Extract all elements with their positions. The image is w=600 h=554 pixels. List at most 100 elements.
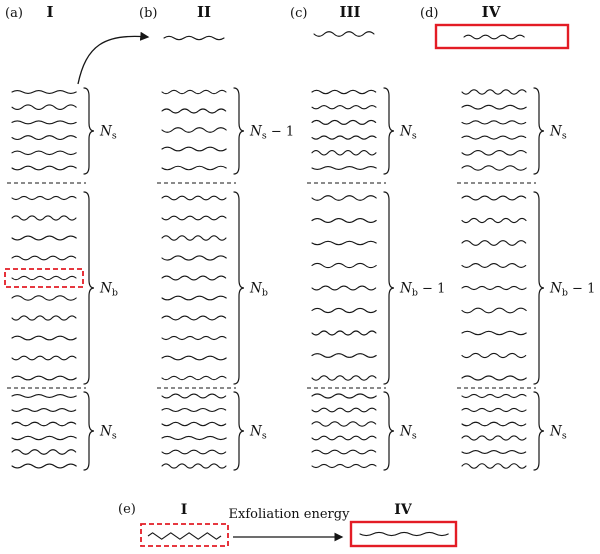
layer-line bbox=[311, 262, 377, 269]
brace-d-0 bbox=[533, 87, 545, 175]
brace-c-0 bbox=[383, 87, 395, 175]
brace-c-1 bbox=[383, 191, 395, 385]
stack-b-2 bbox=[161, 393, 227, 469]
layer-line bbox=[161, 127, 227, 133]
layer-line bbox=[311, 330, 377, 336]
free-layer-line bbox=[313, 31, 375, 37]
layer-line bbox=[11, 408, 77, 412]
layer-line bbox=[461, 135, 527, 140]
layer-line bbox=[311, 435, 377, 441]
panel-e-right-title: IV bbox=[394, 502, 413, 518]
stack-a-1 bbox=[4, 195, 84, 381]
free-layer-line bbox=[463, 34, 525, 40]
layer-line bbox=[11, 449, 77, 455]
layer-line bbox=[161, 165, 227, 171]
layer-line bbox=[11, 90, 77, 94]
brace-a-2 bbox=[83, 391, 95, 471]
panel-title-c: III bbox=[339, 3, 360, 21]
brace-b-2 bbox=[233, 391, 245, 471]
brace-b-0 bbox=[233, 87, 245, 175]
stack-c-0 bbox=[311, 89, 377, 170]
panel-b: (b) II Ns − 1 Nb Ns bbox=[139, 3, 294, 471]
panel-e-left-title: I bbox=[181, 502, 188, 518]
layer-line bbox=[11, 235, 77, 241]
layer-line bbox=[461, 421, 527, 427]
layer-line bbox=[11, 195, 77, 201]
layer-line bbox=[461, 407, 527, 413]
panel-title-b: II bbox=[197, 3, 211, 21]
layer-line bbox=[11, 463, 77, 469]
layer-line bbox=[311, 463, 377, 469]
panel-e-solid-box bbox=[349, 520, 458, 548]
layer-line bbox=[161, 235, 227, 241]
brace-label-c-0: Ns bbox=[399, 124, 417, 142]
panel-label-b: (b) bbox=[139, 6, 157, 21]
layer-line bbox=[11, 165, 77, 171]
layer-line bbox=[11, 295, 77, 301]
brace-label-d-1: Nb − 1 bbox=[549, 281, 595, 299]
layer-line bbox=[311, 218, 377, 223]
brace-label-b-1: Nb bbox=[249, 281, 268, 299]
layer-line bbox=[461, 375, 527, 381]
layer-line bbox=[311, 135, 377, 140]
panel-d: (d) IV Ns Nb − 1 Ns bbox=[420, 3, 595, 471]
brace-label-a-0: Ns bbox=[99, 124, 117, 142]
layer-line bbox=[311, 353, 377, 358]
brace-b-1 bbox=[233, 191, 245, 385]
free-layer-line bbox=[163, 35, 225, 41]
panel-e-dashed-box bbox=[140, 523, 229, 547]
layer-line bbox=[461, 150, 527, 156]
layer-line bbox=[161, 315, 227, 321]
panel-title-a: I bbox=[46, 3, 53, 21]
panel-label-d: (d) bbox=[420, 6, 438, 21]
layer-line bbox=[11, 375, 77, 381]
layer-line bbox=[161, 393, 227, 399]
stack-a-2 bbox=[11, 394, 77, 469]
layer-line bbox=[11, 275, 77, 281]
panel-e-zigzag-layer bbox=[147, 532, 222, 540]
layer-line bbox=[461, 165, 527, 171]
layer-line bbox=[461, 352, 527, 359]
layer-line bbox=[11, 315, 77, 321]
layer-line bbox=[461, 435, 527, 441]
stack-a-0 bbox=[11, 90, 77, 171]
stack-c-2 bbox=[311, 393, 377, 469]
exfoliation-curved-arrow bbox=[77, 31, 150, 85]
exfoliated-layer-box bbox=[434, 23, 570, 50]
panel-c: (c) III Ns Nb − 1 Ns bbox=[290, 3, 445, 471]
layer-line bbox=[311, 393, 377, 399]
layer-line bbox=[311, 166, 377, 170]
layer-line bbox=[461, 393, 527, 399]
layer-line bbox=[311, 150, 377, 156]
brace-label-d-0: Ns bbox=[549, 124, 567, 142]
brace-c-2 bbox=[383, 391, 395, 471]
brace-a-0 bbox=[83, 87, 95, 175]
layer-line bbox=[461, 307, 527, 314]
layer-line bbox=[311, 307, 377, 314]
stack-b-1 bbox=[161, 195, 227, 381]
layer-line bbox=[161, 255, 227, 261]
layer-line bbox=[461, 450, 527, 454]
layer-line bbox=[311, 449, 377, 455]
brace-label-a-1: Nb bbox=[99, 281, 118, 299]
panel-label-a: (a) bbox=[5, 6, 23, 21]
layer-line bbox=[161, 463, 227, 469]
exfoliation-energy-label: Exfoliation energy bbox=[229, 507, 351, 522]
layer-line bbox=[461, 195, 527, 201]
brace-label-c-1: Nb − 1 bbox=[399, 281, 445, 299]
layer-line bbox=[311, 105, 377, 110]
layer-line bbox=[461, 240, 527, 246]
panel-label-c: (c) bbox=[290, 6, 307, 21]
layer-line bbox=[461, 330, 527, 336]
layer-line bbox=[11, 255, 77, 261]
stack-d-2 bbox=[461, 393, 527, 469]
brace-d-1 bbox=[533, 191, 545, 385]
panel-title-d: IV bbox=[482, 3, 501, 21]
layer-line bbox=[161, 89, 227, 95]
stack-b-0 bbox=[161, 89, 227, 171]
layer-line bbox=[11, 135, 77, 141]
layer-line bbox=[311, 421, 377, 427]
panel-label-e: (e) bbox=[118, 502, 136, 517]
